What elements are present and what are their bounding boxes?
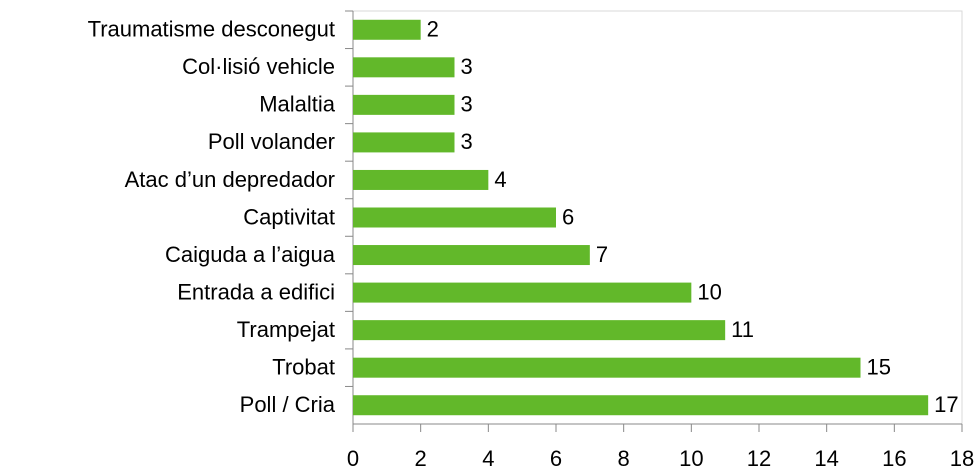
data-label: 15 [867,354,891,379]
data-label: 17 [934,392,958,417]
x-tick-label: 0 [347,446,359,471]
x-tick-label: 10 [679,446,703,471]
data-label: 7 [596,242,608,267]
y-tick-label: Trampejat [237,317,335,342]
bar [353,395,929,416]
bar [353,320,726,341]
data-label: 6 [562,204,574,229]
bar [353,207,556,228]
data-label: 10 [697,279,721,304]
data-label: 3 [461,129,473,154]
bar [353,169,489,190]
bar [353,357,861,378]
y-tick-label: Col·lisió vehicle [182,54,335,79]
x-tick-label: 6 [550,446,562,471]
data-label: 3 [461,92,473,117]
data-label: 2 [427,17,439,42]
data-label: 4 [494,167,506,192]
y-tick-label: Traumatisme desconegut [88,17,335,42]
y-tick-label: Malaltia [259,92,336,117]
x-tick-label: 18 [950,446,974,471]
y-tick-label: Atac d’un depredador [125,167,335,192]
x-tick-label: 8 [618,446,630,471]
bar [353,19,421,40]
y-tick-label: Trobat [272,354,335,379]
x-tick-label: 12 [747,446,771,471]
y-tick-label: Poll / Cria [240,392,336,417]
y-tick-label: Captivitat [243,204,335,229]
x-tick-label: 2 [415,446,427,471]
bar [353,282,692,303]
y-tick-label: Caiguda a l’aigua [165,242,336,267]
bar [353,57,455,78]
bar [353,94,455,115]
bar [353,132,455,153]
data-label: 11 [731,317,754,342]
x-tick-label: 14 [814,446,838,471]
bar [353,245,590,266]
y-tick-label: Entrada a edifici [177,279,335,304]
x-tick-label: 16 [882,446,906,471]
x-tick-label: 4 [482,446,494,471]
data-label: 3 [461,54,473,79]
y-tick-label: Poll volander [208,129,335,154]
